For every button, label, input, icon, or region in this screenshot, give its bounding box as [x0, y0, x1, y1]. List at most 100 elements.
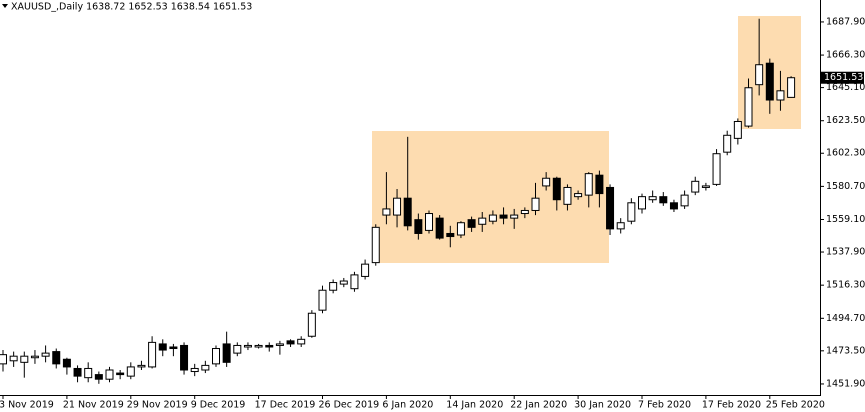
x-tick-label: 17 Dec 2019 [255, 400, 316, 411]
candle-body [616, 222, 625, 230]
y-tick-label: 1451.90 [826, 378, 865, 389]
y-tick-label: 1494.70 [826, 313, 865, 324]
candle-body [531, 197, 540, 211]
candle-body [297, 338, 306, 345]
candle-body [233, 344, 242, 354]
candle-body [148, 341, 157, 368]
candle-body [648, 196, 657, 201]
y-tick-label: 1666.30 [826, 50, 865, 61]
menu-icon [2, 4, 8, 8]
candle-body [755, 64, 764, 86]
candle-body [403, 197, 412, 227]
x-tick-label: 30 Jan 2020 [574, 400, 631, 411]
candle-body [190, 367, 199, 373]
candle-body [137, 364, 146, 368]
candle-body [478, 217, 487, 225]
y-tick-label: 1687.90 [826, 16, 865, 27]
x-tick-label: 17 Feb 2020 [702, 400, 761, 411]
x-tick-label: 14 Jan 2020 [446, 400, 503, 411]
y-tick-label: 1537.90 [826, 247, 865, 258]
candle-body [606, 186, 615, 230]
candle-body [9, 355, 18, 362]
candle-body [30, 355, 39, 359]
candle-body [307, 312, 316, 337]
candle-body [254, 344, 263, 348]
candle-body [275, 343, 284, 346]
candle-body [0, 354, 7, 365]
candle-body [456, 222, 465, 236]
candle-body [371, 226, 380, 264]
candle-body [393, 197, 402, 216]
candle-body [201, 364, 210, 371]
x-tick-label: 9 Dec 2019 [191, 400, 246, 411]
candle-body [659, 196, 668, 204]
candle-body [222, 343, 231, 363]
candle-body [286, 340, 295, 345]
candle-body [552, 177, 561, 201]
candle-body [669, 202, 678, 210]
candle-body [744, 87, 753, 127]
candle-body [638, 196, 646, 210]
price-label: 1651.53 [824, 72, 863, 83]
candle-body [105, 369, 114, 380]
candle-body [680, 194, 689, 207]
candle-body [361, 263, 370, 277]
candle-body [329, 282, 338, 291]
candle-body [318, 289, 327, 311]
y-tick-label: 1580.70 [826, 181, 865, 192]
candle-body [776, 90, 785, 101]
candle-body [595, 174, 604, 195]
x-tick-label: 26 Dec 2019 [319, 400, 380, 411]
candle-body [584, 173, 593, 196]
candle-body [52, 351, 61, 365]
candle-body [94, 374, 103, 380]
candle-body [169, 346, 178, 350]
candle-body [701, 185, 710, 188]
candle-body [499, 214, 508, 219]
candle-body [158, 343, 167, 351]
candle-body [180, 344, 189, 371]
candle-body [723, 134, 732, 153]
candle-body [446, 232, 455, 238]
candle-body [691, 180, 700, 193]
y-tick-label: 1602.30 [826, 148, 865, 159]
candle-body [350, 274, 359, 290]
candle-body [765, 62, 774, 101]
candle-body [62, 358, 71, 368]
candle-body [542, 177, 551, 187]
candle-body [339, 280, 348, 285]
candle-body [265, 344, 274, 348]
x-tick-label: 21 Nov 2019 [63, 400, 124, 411]
price-marker [821, 71, 864, 84]
candle-body [41, 352, 50, 357]
candle-body [712, 153, 721, 185]
candle-body [382, 208, 391, 216]
y-tick-label: 1623.50 [826, 115, 865, 126]
x-tick-label: 29 Nov 2019 [127, 400, 188, 411]
candle-body [414, 219, 423, 234]
chart-title: XAUUSD_,Daily 1638.72 1652.53 1638.54 16… [11, 2, 252, 13]
candle-body [212, 348, 220, 365]
candle-body [733, 120, 742, 139]
candle-body [467, 219, 476, 228]
y-tick-label: 1516.30 [826, 280, 865, 291]
candle-body [520, 209, 529, 215]
y-tick-label: 1559.10 [826, 214, 865, 225]
candle-body [787, 77, 796, 98]
candle-body [488, 214, 497, 222]
candle-body [574, 193, 583, 198]
x-tick-label: 7 Feb 2020 [638, 400, 691, 411]
y-tick-label: 1473.50 [826, 345, 865, 356]
candle-body [116, 372, 125, 376]
x-tick-label: 22 Jan 2020 [510, 400, 567, 411]
candle-body [20, 355, 29, 363]
candle-body [425, 213, 433, 231]
candle-body [435, 217, 444, 239]
candle-body [510, 214, 519, 219]
candle-body [563, 186, 572, 205]
candle-body [243, 344, 252, 348]
x-tick-label: 6 Jan 2020 [382, 400, 433, 411]
x-tick-label: 25 Feb 2020 [766, 400, 825, 411]
y-tick-label: 1645.10 [826, 82, 865, 93]
